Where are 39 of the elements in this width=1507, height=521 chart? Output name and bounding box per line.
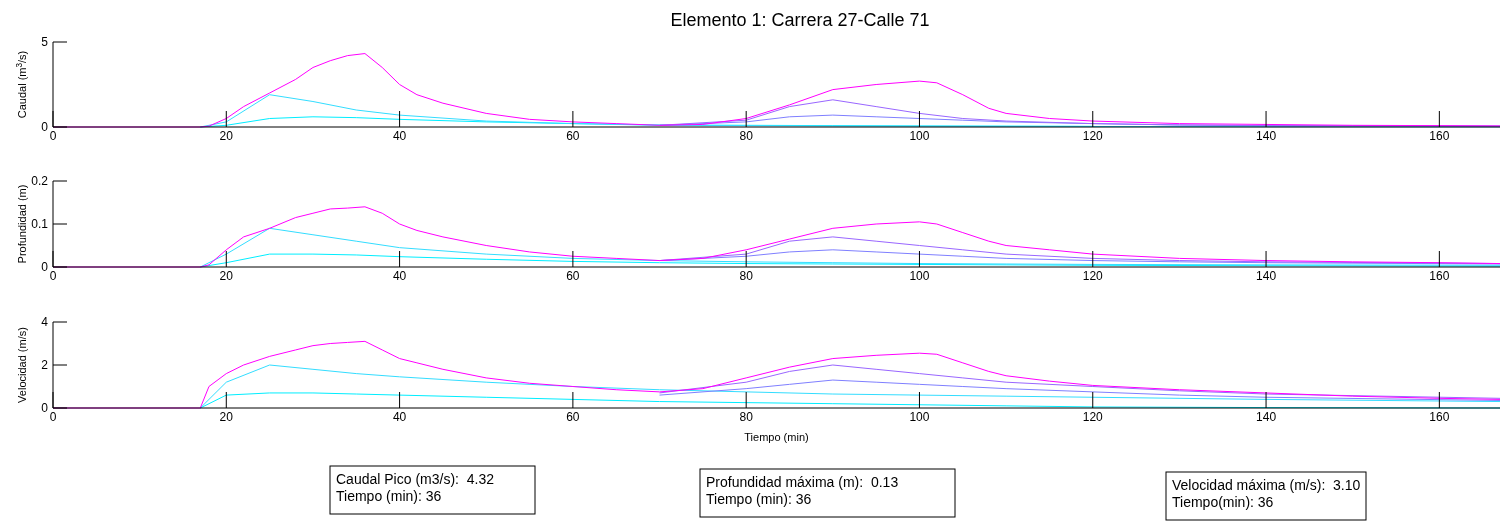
y-tick-label: 0.2 <box>31 174 49 188</box>
x-tick-label: 160 <box>1429 269 1450 283</box>
x-tick-label: 140 <box>1256 410 1277 424</box>
y-tick-label: 5 <box>41 35 49 49</box>
x-tick-label: 20 <box>219 410 234 424</box>
y-tick-label: 0.1 <box>31 217 49 231</box>
y-tick-label: 0 <box>41 120 49 134</box>
x-tick-label: 60 <box>566 129 580 143</box>
y-tick-label: 4 <box>41 315 49 329</box>
y-tick-label: 0 <box>41 260 49 274</box>
x-tick-label: 120 <box>1082 410 1104 424</box>
text: Velocidad máxima (m/s): 3.10 Tiempo(min): 36 <box>1172 477 1361 510</box>
x-tick-label: 120 <box>1082 129 1104 143</box>
y-tick-label: 0 <box>41 401 49 415</box>
x-tick-label: 20 <box>219 129 234 143</box>
text: Profundidad máxima (m): 0.13 Tiempo (min): 36 <box>706 474 899 507</box>
x-tick-label: 140 <box>1256 269 1277 283</box>
y-axis-title: Profundidad (m) <box>16 184 28 264</box>
y-tick-label: 2 <box>41 358 49 372</box>
x-tick-label: 80 <box>739 269 754 283</box>
x-tick-label: 40 <box>392 269 407 283</box>
x-tick-label: 80 <box>739 410 754 424</box>
x-axis-title: Tiempo (min) <box>744 431 809 443</box>
x-tick-label: 40 <box>392 410 407 424</box>
chart-title: Elemento 1: Carrera 27-Calle 71 <box>670 10 930 30</box>
x-tick-label: 100 <box>909 410 930 424</box>
y-axis-title: Velocidad (m/s) <box>16 327 28 403</box>
x-tick-label: 60 <box>566 410 580 424</box>
x-tick-label: 100 <box>909 269 930 283</box>
x-tick-label: 100 <box>909 129 930 143</box>
x-tick-label: 40 <box>392 129 407 143</box>
x-tick-label: 20 <box>219 269 234 283</box>
x-tick-label: 60 <box>566 269 580 283</box>
x-tick-label: 120 <box>1082 269 1104 283</box>
text: Caudal Pico (m3/s): 4.32 Tiempo (min): 36 <box>336 471 495 504</box>
x-tick-label: 140 <box>1256 129 1277 143</box>
x-tick-label: 160 <box>1429 410 1450 424</box>
x-tick-label: 80 <box>739 129 754 143</box>
x-tick-label: 160 <box>1429 129 1450 143</box>
